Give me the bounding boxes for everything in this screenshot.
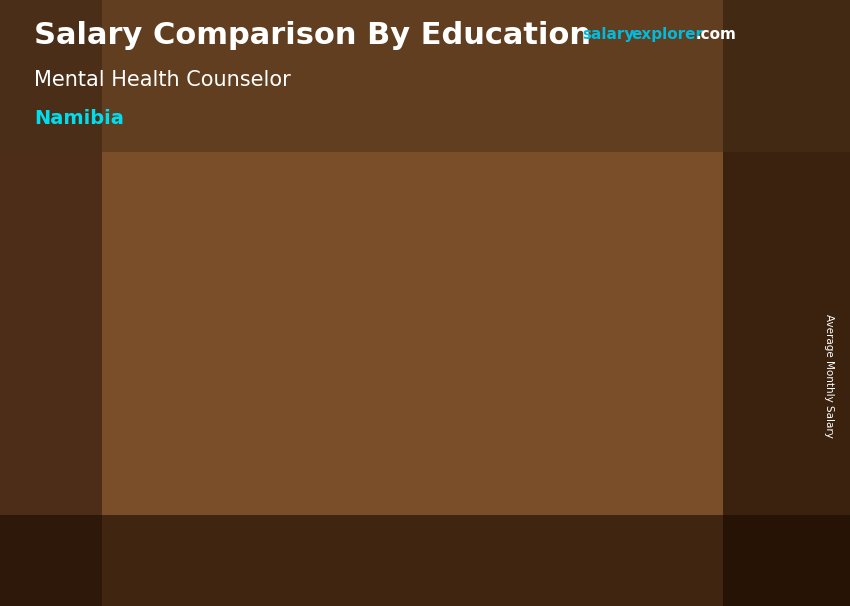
Polygon shape bbox=[603, 240, 722, 248]
Text: salary: salary bbox=[582, 27, 635, 42]
Polygon shape bbox=[745, 24, 793, 109]
Polygon shape bbox=[113, 424, 232, 433]
Polygon shape bbox=[603, 248, 702, 545]
Polygon shape bbox=[759, 24, 820, 109]
Polygon shape bbox=[457, 360, 477, 545]
Polygon shape bbox=[358, 368, 457, 545]
Text: +68%: +68% bbox=[455, 175, 545, 203]
Circle shape bbox=[731, 33, 750, 58]
Text: 36,400 NAD: 36,400 NAD bbox=[536, 266, 632, 281]
Polygon shape bbox=[212, 424, 232, 545]
Text: Salary Comparison By Education: Salary Comparison By Education bbox=[34, 21, 591, 50]
Polygon shape bbox=[358, 360, 477, 368]
Polygon shape bbox=[702, 240, 722, 545]
Text: Average Monthly Salary: Average Monthly Salary bbox=[824, 314, 834, 438]
Text: Mental Health Counselor: Mental Health Counselor bbox=[34, 70, 291, 90]
Text: +57%: +57% bbox=[210, 313, 300, 341]
Text: 21,700 NAD: 21,700 NAD bbox=[291, 375, 388, 390]
Text: 13,800 NAD: 13,800 NAD bbox=[37, 442, 135, 458]
Text: explorer: explorer bbox=[632, 27, 704, 42]
Text: Namibia: Namibia bbox=[34, 109, 124, 128]
Text: .com: .com bbox=[695, 27, 736, 42]
Polygon shape bbox=[113, 433, 212, 545]
